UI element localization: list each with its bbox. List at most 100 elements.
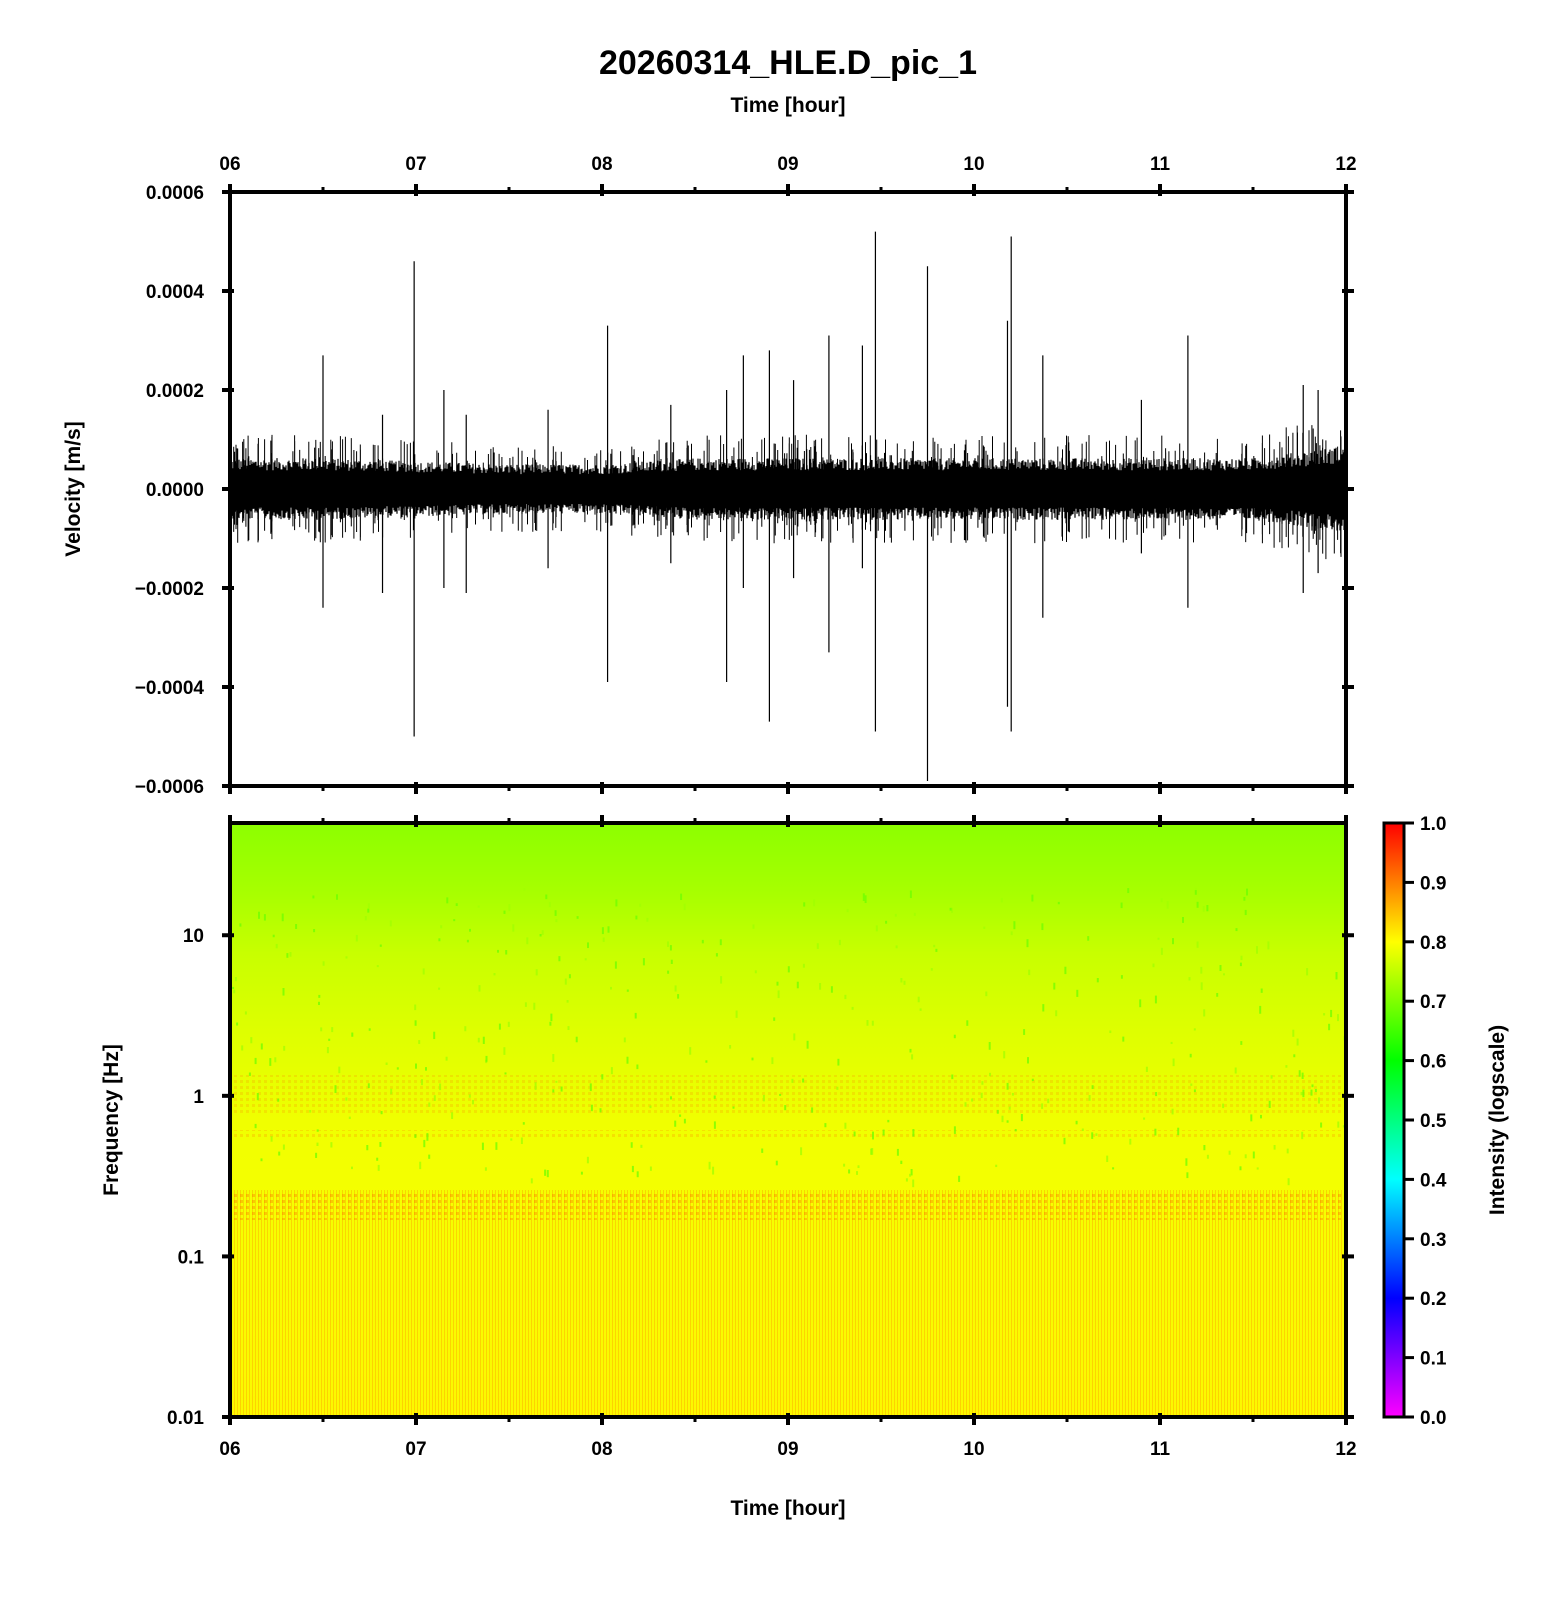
colorbar-label: Intensity (logscale) [1486,1025,1509,1215]
fleck [762,1094,765,1102]
fleck [485,1055,488,1062]
fleck [1314,1089,1317,1093]
fleck [988,1042,991,1050]
fleck [1337,1014,1339,1022]
noise-trace [230,447,1346,531]
fleck [505,950,508,955]
fleck [322,961,325,966]
fleck [534,1082,537,1090]
fleck [1244,1154,1247,1159]
fleck [351,1032,354,1037]
spectrogram-band-1hz [232,1075,1346,1115]
fleck [493,973,496,976]
fleck [1193,1089,1196,1093]
fleck [712,1166,715,1175]
fleck [1013,921,1016,930]
fleck [1202,906,1205,912]
fleck [607,926,610,933]
fleck [634,1012,637,1019]
fleck [913,912,916,916]
fleck [1203,1009,1206,1017]
fleck [328,1038,331,1041]
fleck [1160,898,1163,903]
fleck [816,943,819,949]
fleck [1006,1120,1009,1123]
fleck [1234,1067,1237,1074]
fleck [539,934,542,937]
fleck [771,1057,774,1065]
fleck [1020,1114,1023,1122]
fleck [811,1107,814,1113]
fleck [791,1078,794,1083]
fleck [554,910,557,916]
fleck [507,1021,510,1027]
fleck [912,1179,915,1188]
fleck [1145,1066,1148,1072]
fleck [775,1160,778,1166]
fleck [844,994,847,1000]
fleck [1122,1036,1125,1042]
fleck [966,1020,969,1026]
fleck [1252,1151,1255,1159]
fleck [1330,1009,1333,1018]
fleck [330,1142,333,1148]
fleck [1076,989,1079,997]
fleck [390,1088,393,1095]
fleck [996,1109,999,1114]
waveform-spikes [322,231,1319,782]
fleck [379,944,382,947]
spectrogram-green-flecks [232,887,1346,1188]
spectrogram-y-ticks: 10 1 0.1 0.01 [167,926,1354,1429]
fleck [250,1037,253,1044]
fleck [1081,1128,1084,1132]
fleck [1172,938,1174,945]
fleck [254,1123,257,1129]
fleck [396,1067,399,1070]
fleck [1206,905,1209,912]
fleck [439,1083,442,1091]
colorbar-tick-label: 0.4 [1420,1170,1447,1191]
fleck [482,1036,485,1044]
fleck [546,1170,549,1178]
spectrogram-y-tick-label: 10 [183,926,204,947]
fleck [389,920,392,927]
spectrogram-x-tick-label-bottom: 09 [777,1439,798,1460]
fleck [453,919,456,922]
fleck [813,899,816,907]
fleck [239,923,242,927]
fleck [1239,1166,1242,1171]
fleck [248,1072,251,1076]
fleck [1301,1131,1304,1140]
fleck [1011,1092,1014,1096]
fleck [1091,1085,1094,1089]
fleck [422,968,425,975]
fleck [1203,1145,1206,1151]
fleck [887,1119,890,1123]
fleck [626,989,629,992]
fleck [281,913,284,922]
fleck [334,1085,337,1093]
fleck [1053,982,1056,990]
fleck [1298,1070,1301,1077]
fleck [1292,1029,1295,1037]
fleck [1306,968,1309,976]
fleck [478,985,481,992]
fleck [272,934,275,938]
fleck [1003,1051,1006,1059]
fleck [895,945,898,949]
fleck [419,1161,422,1170]
colorbar-tick-label: 0.1 [1420,1349,1447,1370]
waveform-y-tick-label: 0.0006 [146,183,204,204]
fleck [433,1031,436,1040]
fleck [912,1129,915,1137]
fleck [320,1027,323,1032]
fleck [368,1028,371,1031]
fleck [951,907,953,913]
fleck [752,924,755,929]
fleck [751,1057,754,1061]
fleck [326,1047,329,1054]
waveform-x-tick-label-top: 08 [591,154,612,175]
fleck [708,1161,711,1170]
fleck [1041,1103,1044,1109]
fleck [900,1160,903,1165]
